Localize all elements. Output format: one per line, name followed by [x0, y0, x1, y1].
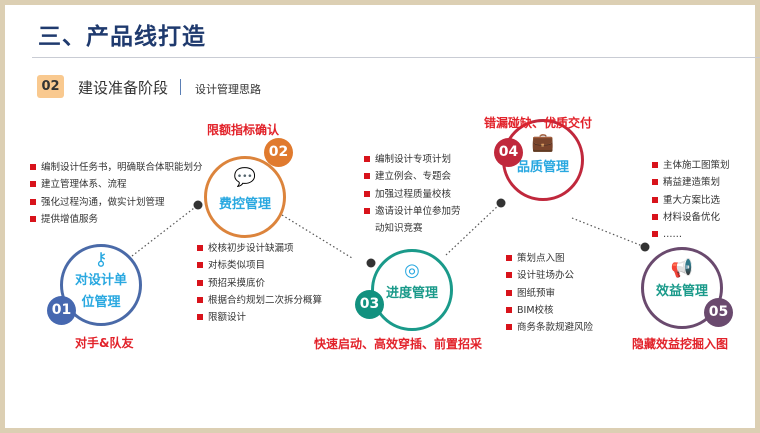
- connector-2-3: [281, 214, 353, 259]
- key-icon: ⚷: [94, 249, 108, 270]
- megaphone-icon: 📢: [670, 258, 694, 279]
- section-number-badge: 02: [37, 75, 64, 98]
- list-item: 策划点入图: [506, 250, 593, 267]
- node-number: 04: [494, 138, 523, 167]
- list-item: 重大方案比选: [652, 192, 730, 209]
- node-number: 03: [355, 290, 384, 319]
- list-item: ……: [652, 226, 730, 243]
- list-item-continuation: 动知识竞赛: [375, 223, 423, 235]
- node-number: 01: [47, 296, 76, 325]
- connector-3-4: [445, 202, 502, 256]
- node-label: 品质管理: [516, 160, 569, 175]
- list-item: 设计驻场办公: [506, 267, 593, 284]
- section-divider: [180, 79, 181, 95]
- node-tagline: 快速启动、高效穿插、前置招采: [314, 337, 483, 351]
- list-item: 校核初步设计缺漏项: [197, 240, 322, 257]
- node-design-unit-management: ⚷ 对设计单 位管理: [60, 244, 142, 326]
- slide: [5, 5, 755, 428]
- page-title: 三、产品线打造: [38, 23, 206, 50]
- list-item: 建立管理体系、流程: [30, 176, 203, 193]
- section-name: 建设准备阶段: [78, 79, 169, 97]
- list-item: 提供增值服务: [30, 211, 203, 228]
- list-item: 建立例会、专题会: [364, 168, 461, 185]
- node-label: 费控管理: [218, 197, 271, 212]
- node-benefit-management: 📢 效益管理: [641, 247, 723, 329]
- list-item: 邀请设计单位参加劳: [364, 203, 461, 220]
- list-item: 图纸预审: [506, 285, 593, 302]
- node-cost-control: 💬 费控管理: [204, 156, 286, 238]
- list-item: 对标类似项目: [197, 257, 322, 274]
- list-item: 根据合约规划二次拆分概算: [197, 292, 322, 309]
- list-item: 材料设备优化: [652, 209, 730, 226]
- connector-dot: [366, 258, 376, 268]
- bullet-list-design-unit: 编制设计任务书，明确联合体职能划分 建立管理体系、流程 强化过程沟通，做实计划管…: [30, 159, 203, 228]
- node-number: 05: [704, 298, 733, 327]
- connector-dot: [496, 198, 506, 208]
- list-item: 商务条款规避风险: [506, 319, 593, 336]
- list-item: 限额设计: [197, 309, 322, 326]
- bullet-list-benefit: 主体施工图策划 精益建造策划 重大方案比选 材料设备优化 ……: [652, 157, 730, 243]
- node-label: 效益管理: [655, 284, 708, 299]
- section-subtitle: 设计管理思路: [195, 83, 261, 96]
- bullet-list-quality: 策划点入图 设计驻场办公 图纸预审 BIM校核 商务条款规避风险: [506, 250, 593, 336]
- bullet-list-schedule: 编制设计专项计划 建立例会、专题会 加强过程质量校核 邀请设计单位参加劳 动知识…: [364, 151, 461, 237]
- chat-icon: 💬: [233, 167, 257, 188]
- list-item: 预招采摸底价: [197, 275, 322, 292]
- list-item: 加强过程质量校核: [364, 186, 461, 203]
- target-icon: ◎: [404, 260, 420, 281]
- node-label: 位管理: [81, 295, 121, 310]
- node-number: 02: [264, 138, 293, 167]
- node-tagline: 限额指标确认: [207, 123, 280, 137]
- title-divider: [32, 57, 760, 58]
- list-item: 强化过程沟通，做实计划管理: [30, 194, 203, 211]
- node-tagline: 错漏碰缺、优质交付: [484, 116, 593, 130]
- connector-dot: [640, 242, 650, 252]
- node-tagline: 隐藏效益挖掘入图: [632, 337, 729, 351]
- list-item: 主体施工图策划: [652, 157, 730, 174]
- connector-dot: [193, 200, 203, 210]
- bullet-list-cost-control: 校核初步设计缺漏项 对标类似项目 预招采摸底价 根据合约规划二次拆分概算 限额设…: [197, 240, 322, 326]
- node-label: 进度管理: [385, 286, 438, 301]
- list-item: 编制设计专项计划: [364, 151, 461, 168]
- connector-4-5: [571, 217, 646, 248]
- list-item: BIM校核: [506, 302, 593, 319]
- node-tagline: 对手&队友: [75, 336, 134, 350]
- list-item: 精益建造策划: [652, 174, 730, 191]
- node-label: 对设计单: [74, 273, 127, 288]
- node-schedule-management: ◎ 进度管理: [371, 249, 453, 331]
- list-item: 编制设计任务书，明确联合体职能划分: [30, 159, 203, 176]
- briefcase-icon: 💼: [531, 132, 555, 153]
